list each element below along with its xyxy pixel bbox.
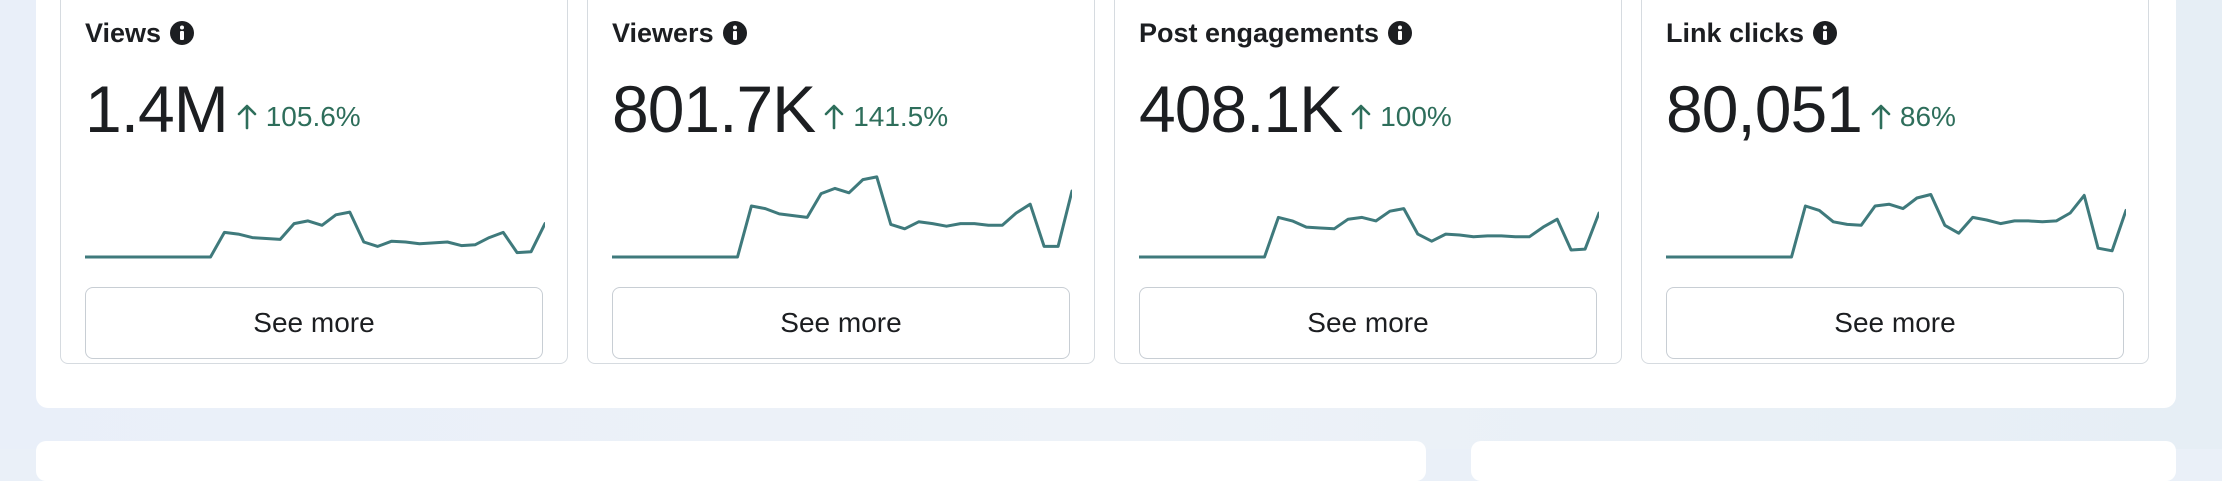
card-title: Link clicks [1666,17,1805,48]
card-title: Viewers [612,17,714,48]
delta-value: 100% [1380,101,1452,132]
delta-value: 141.5% [853,101,949,132]
delta: 105.6% [236,101,361,133]
metric-row: 80,051 86% [1666,69,1956,149]
info-icon[interactable] [722,20,748,46]
info-icon[interactable] [1812,20,1838,46]
sparkline-series-line [1666,193,2126,259]
sparkline-series-line [612,175,1072,259]
metric-row: 801.7K 141.5% [612,69,948,149]
arrow-up-icon [1870,103,1892,131]
metric-value: 1.4M [85,72,229,146]
metric-card-viewers: Viewers 801.7K 141.5% See more [587,0,1095,364]
info-icon[interactable] [169,20,195,46]
delta: 141.5% [823,101,948,133]
see-more-button[interactable]: See more [85,287,543,359]
sparkline-chart [85,210,545,259]
see-more-button[interactable]: See more [1139,287,1597,359]
see-more-button[interactable]: See more [1666,287,2124,359]
sparkline-series-line [85,210,545,259]
card-header: Views [85,13,195,53]
card-header: Link clicks [1666,13,1838,53]
metric-row: 408.1K 100% [1139,69,1452,149]
metrics-panel: Views 1.4M 105.6% See more Viewers 801. [36,0,2176,408]
bottom-panel-right [1471,441,2176,481]
bottom-panel-left [36,441,1426,481]
sparkline-chart [1139,207,1599,259]
card-header: Viewers [612,13,748,53]
see-more-button[interactable]: See more [612,287,1070,359]
metric-value: 80,051 [1666,72,1863,146]
arrow-up-icon [236,103,258,131]
metric-value: 408.1K [1139,72,1343,146]
delta-value: 105.6% [265,101,361,132]
delta-value: 86% [1899,101,1956,132]
arrow-up-icon [823,103,845,131]
card-title: Post engagements [1139,17,1380,48]
sparkline-chart [1666,193,2126,259]
metric-row: 1.4M 105.6% [85,69,361,149]
arrow-up-icon [1350,103,1372,131]
metric-card-post-engagements: Post engagements 408.1K 100% See more [1114,0,1622,364]
metric-value: 801.7K [612,72,816,146]
info-icon[interactable] [1387,20,1413,46]
card-title: Views [85,17,162,48]
sparkline-chart [612,175,1072,259]
delta: 100% [1350,101,1452,133]
sparkline-series-line [1139,207,1599,259]
metric-card-link-clicks: Link clicks 80,051 86% See more [1641,0,2149,364]
metric-card-views: Views 1.4M 105.6% See more [60,0,568,364]
card-header: Post engagements [1139,13,1413,53]
delta: 86% [1870,101,1956,133]
